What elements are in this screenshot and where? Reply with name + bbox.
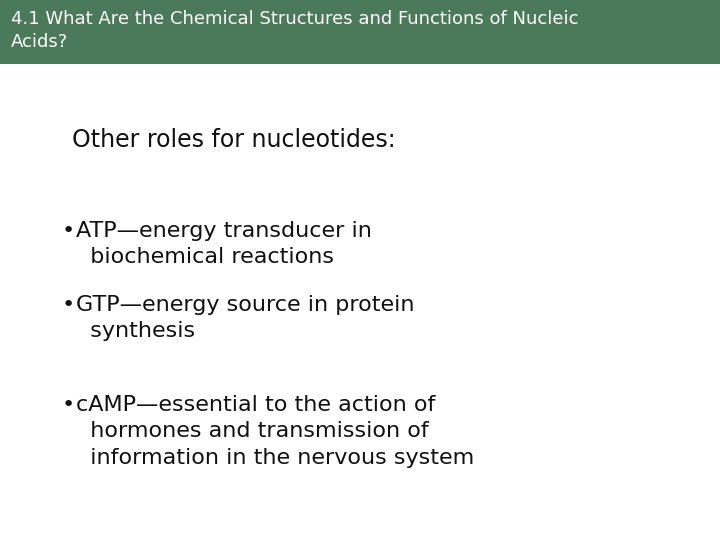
Text: GTP—energy source in protein
  synthesis: GTP—energy source in protein synthesis — [76, 295, 414, 341]
Text: Other roles for nucleotides:: Other roles for nucleotides: — [72, 128, 395, 152]
Text: 4.1 What Are the Chemical Structures and Functions of Nucleic
Acids?: 4.1 What Are the Chemical Structures and… — [11, 10, 578, 51]
Text: •: • — [61, 295, 74, 315]
Text: cAMP—essential to the action of
  hormones and transmission of
  information in : cAMP—essential to the action of hormones… — [76, 395, 474, 468]
Text: ATP—energy transducer in
  biochemical reactions: ATP—energy transducer in biochemical rea… — [76, 221, 372, 267]
Text: •: • — [61, 221, 74, 241]
Text: •: • — [61, 395, 74, 415]
